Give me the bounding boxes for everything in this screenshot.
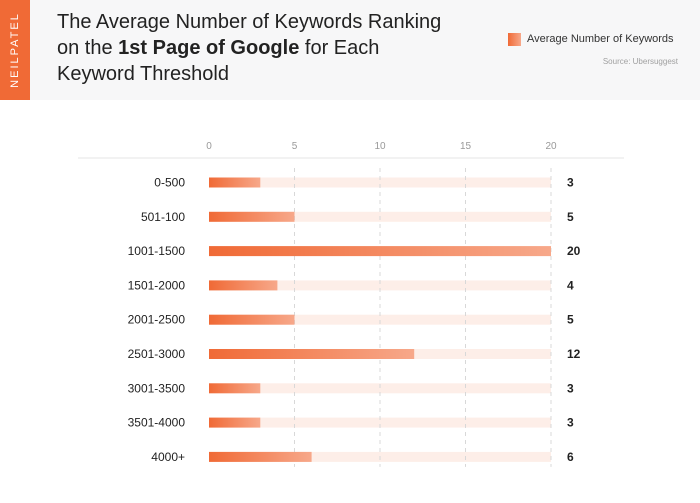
bar-track [209, 280, 551, 291]
category-label: 2001-2500 [128, 313, 186, 327]
legend-swatch [508, 32, 521, 46]
header: NEILPATEL The Average Number of Keywords… [0, 0, 700, 100]
brand-strip: NEILPATEL [0, 0, 30, 100]
value-label: 6 [567, 450, 574, 464]
x-tick-label: 15 [460, 141, 472, 152]
bar [209, 211, 295, 222]
axis-layer: 0 5 10 15 20 [78, 141, 624, 159]
category-label: 3001-3500 [128, 381, 186, 395]
x-tick-label: 5 [292, 141, 298, 152]
x-tick-label: 10 [374, 141, 386, 152]
bar [209, 349, 415, 359]
title-part2: for Each Keyword Threshold [57, 37, 380, 85]
bar [209, 451, 312, 462]
chart-title: The Average Number of Keywords Ranking o… [57, 9, 457, 87]
bar-track [209, 417, 551, 428]
value-label: 4 [567, 278, 574, 292]
label-layer: 0-500 3 501-100 5 1001-1500 20 1501-2000 4 2001-… [128, 176, 581, 464]
title-bold: 1st Page of Google [118, 37, 300, 59]
category-label: 4000+ [151, 450, 185, 464]
x-tick-label: 20 [545, 141, 557, 152]
bar [209, 417, 261, 428]
category-label: 1501-2000 [128, 278, 186, 292]
bar [209, 246, 551, 257]
bar-track [209, 314, 551, 325]
source-note: Source: Ubersuggest [602, 57, 678, 66]
value-label: 20 [567, 244, 581, 258]
value-label: 12 [567, 347, 581, 361]
legend-label: Average Number of Keywords [527, 33, 674, 45]
value-label: 3 [567, 381, 574, 395]
value-label: 3 [567, 416, 574, 430]
category-label: 3501-4000 [128, 416, 186, 430]
bar-track [209, 177, 551, 188]
category-label: 0-500 [154, 176, 185, 190]
legend: Average Number of Keywords [508, 30, 674, 48]
bar-layer [209, 177, 551, 462]
x-tick-label: 0 [206, 141, 212, 152]
value-label: 3 [567, 176, 574, 190]
bar [209, 280, 278, 291]
value-label: 5 [567, 313, 574, 327]
bar [209, 177, 261, 188]
bar [209, 383, 261, 394]
title-part1: The Average Number of Keywords Ranking o… [57, 11, 442, 59]
value-label: 5 [567, 210, 574, 224]
bar-track [209, 383, 551, 394]
category-label: 1001-1500 [128, 244, 186, 258]
category-label: 501-100 [141, 210, 185, 224]
category-label: 2501-3000 [128, 347, 186, 361]
bar [209, 314, 295, 325]
